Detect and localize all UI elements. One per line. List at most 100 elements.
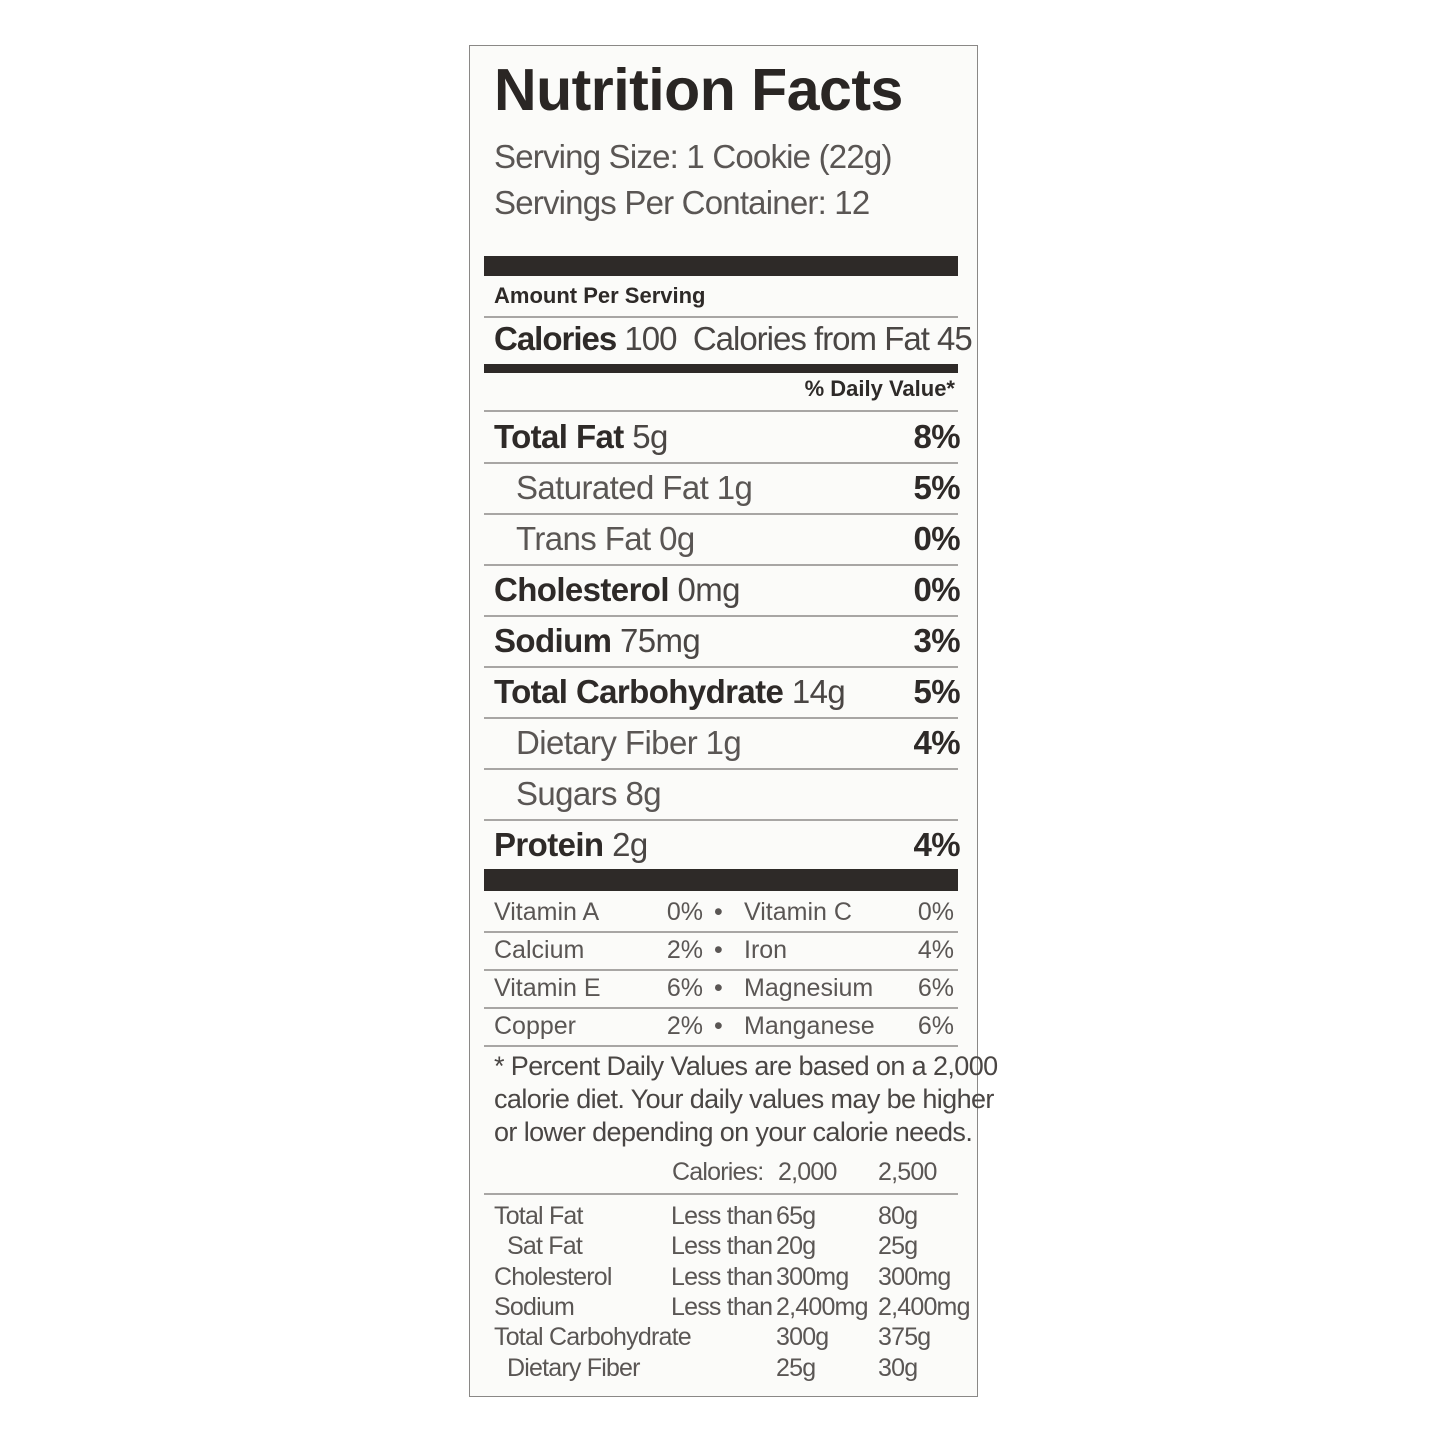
divider [484,1007,958,1009]
nutrient-name: Protein 2g [494,826,648,864]
divider [484,462,958,464]
nutrient-name: Total Carbohydrate 14g [494,673,846,711]
vitamin-percent: 2% [666,1012,703,1040]
divider [484,819,958,821]
dv-table-row: Total Fat Less than 65g 80g [494,1202,964,1232]
vitamin-name: Manganese [744,1012,875,1040]
nutrient-name: Total Fat 5g [494,418,668,456]
dv-table-row: Sat Fat Less than 20g 25g [494,1232,964,1262]
dv-qualifier: Less than [671,1262,773,1291]
footnote-line: * Percent Daily Values are based on a 2,… [494,1051,998,1081]
divider [484,615,958,617]
nutrient-name: Cholesterol 0mg [494,571,741,609]
vitamin-row: Copper 2% • Manganese 6% [494,1008,958,1046]
nutrient-label: Protein [494,826,604,863]
vitamin-name: Iron [744,936,788,964]
nutrient-row: Cholesterol 0mg 0% [494,565,961,616]
vitamin-name: Copper [494,1012,576,1040]
vitamin-percent: 6% [917,974,954,1002]
nutrient-row: Dietary Fiber 1g 4% [494,718,961,769]
nutrient-row: Sugars 8g [494,769,958,820]
dv-2500-value: 375g [878,1323,931,1352]
nutrient-daily-value: 3% [913,622,961,659]
divider [484,666,958,668]
divider [484,768,958,770]
nutrient-label: Total Fat [494,418,624,455]
nutrient-name: Trans Fat 0g [516,520,695,558]
calories-label: Calories [494,320,617,357]
nutrient-row: Protein 2g 4% [494,820,961,871]
nutrient-daily-value: 0% [913,571,961,608]
nutrient-daily-value: 5% [913,673,961,710]
dv-nutrient: Total Carbohydrate [494,1323,692,1352]
servings-per-container: Servings Per Container: 12 [494,184,870,221]
dv-table-row: Sodium Less than 2,400mg 2,400mg [494,1292,971,1323]
vitamin-percent: 0% [917,898,954,926]
dv-nutrient: Sat Fat [507,1232,583,1261]
daily-value-header: % Daily Value* [804,376,955,401]
nutrient-amount: 1g [705,724,742,761]
dv-2000-value: 300mg [776,1262,849,1291]
nutrient-amount: 14g [791,673,846,710]
dv-table-row: Cholesterol Less than 300mg 300mg [494,1263,964,1293]
vitamin-row: Vitamin E 6% • Magnesium 6% [494,970,958,1008]
nutrient-daily-value: 4% [913,826,961,863]
dv-nutrient: Cholesterol [494,1262,612,1291]
nutrient-daily-value: 8% [913,418,961,455]
vitamin-name: Magnesium [744,974,874,1002]
dv-2500-value: 25g [878,1232,918,1261]
nutrient-row: Total Fat 5g 8% [494,412,961,463]
amount-per-serving: Amount Per Serving [494,283,706,308]
dv-2500-value: 300mg [878,1262,951,1291]
dv-2500-value: 30g [878,1353,918,1382]
divider [484,717,958,719]
vitamin-name: Vitamin A [494,898,600,926]
nutrient-amount: 0mg [677,571,741,608]
nutrient-label: Trans Fat [516,520,651,557]
dv-qualifier: Less than [671,1232,773,1261]
vitamin-name: Vitamin E [494,974,601,1002]
divider [484,931,958,933]
bullet-separator: • [714,898,723,926]
dv-nutrient: Sodium [494,1292,575,1321]
nutrient-amount: 2g [612,826,648,863]
vitamin-percent: 0% [666,898,703,926]
bullet-separator: • [714,1012,723,1040]
bullet-separator: • [714,974,723,1002]
dv-2000-value: 300g [776,1323,829,1352]
thick-divider [484,869,958,891]
nutrient-daily-value: 0% [913,520,961,557]
serving-size: Serving Size: 1 Cookie (22g) [494,138,892,175]
nutrient-amount: 0g [659,520,695,557]
divider [484,410,958,412]
nutrient-row: Trans Fat 0g 0% [494,514,961,565]
vitamin-row: Calcium 2% • Iron 4% [494,932,958,970]
medium-divider [484,364,958,373]
dv-2000-value: 20g [776,1232,816,1261]
dv-table-row: Dietary Fiber 25g 30g [494,1354,964,1384]
thick-divider [484,256,958,276]
dv-2500-value: 2,400mg [878,1292,971,1321]
nutrition-facts-label: Nutrition Facts Serving Size: 1 Cookie (… [469,45,998,1397]
nutrient-row: Total Carbohydrate 14g 5% [494,667,961,718]
dv-2000-value: 25g [776,1353,816,1382]
divider [484,564,958,566]
calories-from-fat: Calories from Fat 45 [692,320,973,357]
calories-header-label: Calories: [672,1158,764,1186]
label-title: Nutrition Facts [494,57,903,123]
calories-2000: 2,000 [778,1158,837,1186]
calories-2500: 2,500 [878,1158,937,1186]
nutrient-label: Saturated Fat [516,469,709,506]
dv-nutrient: Dietary Fiber [507,1353,641,1382]
nutrient-amount: 1g [716,469,753,506]
calories-value: 100 [624,320,677,357]
nutrient-daily-value: 4% [913,724,961,761]
nutrient-name: Saturated Fat 1g [516,469,753,507]
nutrient-label: Total Carbohydrate [494,673,784,710]
dv-table-header: Calories: 2,000 2,500 [494,1158,964,1188]
dv-2000-value: 2,400mg [776,1292,869,1321]
nutrient-row: Sodium 75mg 3% [494,616,961,667]
vitamin-name: Vitamin C [744,898,852,926]
nutrient-row: Saturated Fat 1g 5% [494,463,961,514]
dv-2500-value: 80g [878,1202,918,1230]
